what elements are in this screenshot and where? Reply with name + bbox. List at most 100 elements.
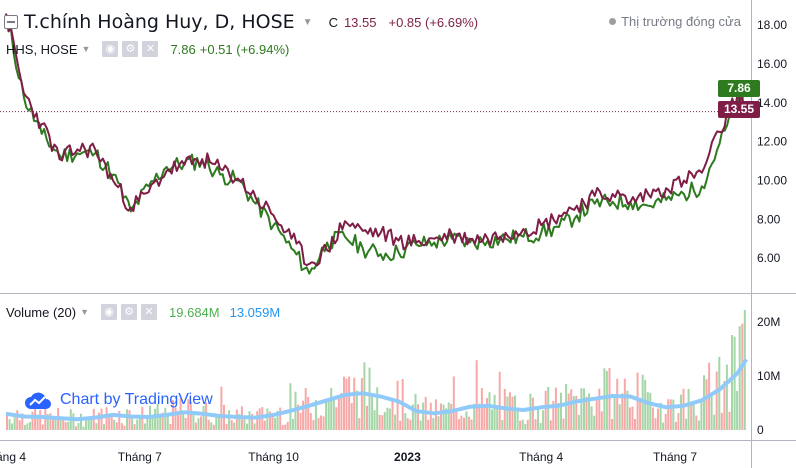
volume-bar	[565, 383, 568, 430]
volume-bar	[246, 423, 248, 430]
volume-bar	[187, 399, 190, 430]
volume-bar	[644, 379, 647, 430]
watermark-label: Chart by TradingView	[60, 391, 213, 408]
volume-bar	[314, 400, 317, 430]
volume-bar	[682, 388, 685, 430]
volume-bar	[544, 390, 547, 430]
time-tick-label: 2023	[394, 450, 421, 464]
volume-bar	[680, 394, 682, 430]
volume-ma-value: 13.059M	[229, 304, 281, 320]
volume-bar	[743, 310, 746, 430]
volume-bar	[577, 414, 580, 430]
volume-bar	[54, 418, 57, 430]
volume-bar	[21, 413, 24, 430]
volume-bar	[450, 403, 453, 430]
volume-bar	[452, 376, 455, 430]
volume-bar	[539, 423, 542, 430]
volume-bar	[557, 403, 560, 430]
tradingview-watermark[interactable]: Chart by TradingView	[24, 389, 213, 411]
volume-bar	[253, 423, 256, 430]
volume-bar	[59, 417, 62, 430]
volume-bar	[508, 392, 511, 430]
volume-bar	[478, 403, 481, 430]
eye-icon[interactable]: ◉	[102, 41, 119, 57]
volume-bar	[468, 416, 471, 430]
chevron-down-icon[interactable]: ▼	[81, 44, 91, 54]
eye-icon[interactable]: ◉	[101, 304, 118, 320]
time-tick-label: Tháng 4	[519, 450, 563, 464]
chevron-down-icon[interactable]: ▼	[80, 307, 90, 317]
volume-bar	[496, 408, 499, 430]
volume-bar	[667, 399, 670, 430]
volume-bar	[621, 393, 624, 430]
collapse-legend-button[interactable]	[4, 15, 18, 29]
volume-bar	[309, 413, 312, 430]
close-icon[interactable]: ✕	[142, 41, 159, 57]
market-status-label: Thị trường đóng cửa	[621, 14, 741, 29]
volume-legend: Volume (20) ▼ ◉ ⚙ ✕ 19.684M 13.059M	[6, 304, 280, 320]
volume-bar	[207, 419, 210, 430]
volume-bar	[608, 367, 611, 430]
volume-bar	[690, 402, 693, 430]
volume-bar	[299, 412, 302, 430]
volume-bar	[302, 400, 305, 430]
gear-icon[interactable]: ⚙	[121, 304, 138, 320]
volume-bar	[108, 414, 111, 430]
volume-bar	[128, 410, 131, 430]
volume-bar	[526, 419, 529, 430]
volume-bar	[669, 399, 672, 430]
volume-bar	[486, 398, 488, 430]
volume-bar	[230, 420, 233, 430]
chevron-down-icon[interactable]: ▼	[302, 16, 313, 28]
volume-bar	[72, 413, 75, 430]
volume-bar	[154, 408, 157, 430]
volume-bar	[87, 417, 90, 430]
volume-bar	[473, 403, 476, 430]
volume-bar	[103, 424, 105, 430]
volume-bar	[133, 424, 136, 430]
volume-bar	[654, 418, 657, 430]
volume-bar	[353, 377, 356, 430]
volume-bar	[322, 416, 325, 430]
symbol-title[interactable]: T.chính Hoàng Huy, D, HOSE	[24, 11, 295, 33]
compare-symbol[interactable]: HHS, HOSE	[6, 41, 78, 57]
volume-bar	[52, 417, 54, 430]
gear-icon[interactable]: ⚙	[122, 41, 139, 57]
volume-bar	[192, 413, 195, 430]
volume-bar	[498, 371, 501, 430]
close-icon[interactable]: ✕	[141, 304, 158, 320]
volume-bar	[95, 423, 98, 430]
volume-bar	[419, 420, 422, 430]
volume-bar	[197, 418, 200, 430]
volume-bar	[628, 407, 631, 430]
volume-bar	[399, 420, 402, 430]
price-tick-label: 18.00	[757, 18, 787, 32]
volume-bar	[243, 419, 246, 430]
volume-bar	[274, 417, 277, 430]
volume-bar	[118, 411, 121, 430]
price-tick-label: 8.00	[757, 212, 781, 226]
volume-bar	[228, 410, 231, 430]
volume-bar	[286, 421, 289, 430]
volume-bar	[636, 372, 639, 430]
volume-bar	[554, 387, 557, 430]
volume-bar	[6, 412, 8, 430]
volume-bar	[120, 423, 123, 430]
volume-bar	[335, 407, 338, 430]
volume-bar	[235, 409, 238, 430]
volume-bar	[516, 408, 519, 430]
volume-bar	[460, 415, 463, 430]
volume-bar	[427, 419, 430, 430]
volume-bar	[304, 388, 307, 430]
volume-bar	[552, 400, 555, 430]
volume-bar	[381, 415, 384, 430]
volume-bar	[705, 379, 708, 430]
volume-bar	[217, 414, 220, 430]
volume-bar	[13, 415, 16, 430]
volume-bar	[542, 410, 545, 430]
volume-bar	[177, 410, 179, 430]
volume-bar	[166, 414, 169, 430]
volume-indicator-name[interactable]: Volume (20)	[6, 304, 77, 320]
volume-bar	[506, 396, 509, 430]
